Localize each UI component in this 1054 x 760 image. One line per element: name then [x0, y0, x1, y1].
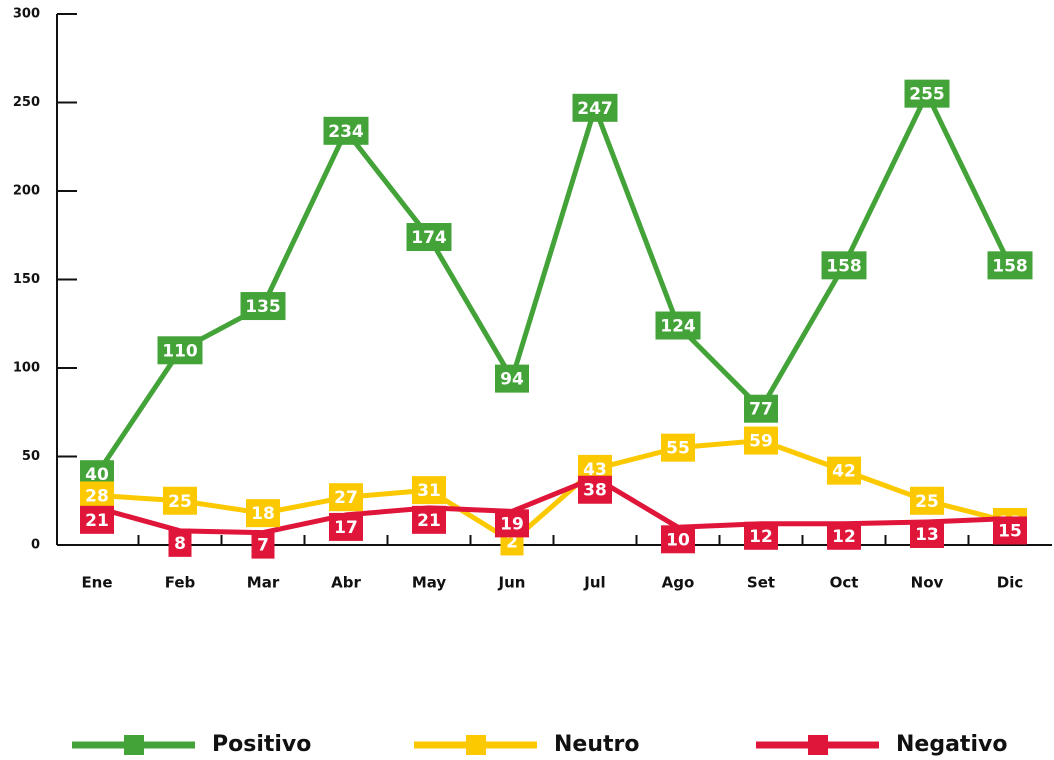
data-label-box [572, 93, 618, 122]
data-label: 25 [915, 492, 939, 512]
x-tick-label: Feb [165, 574, 196, 592]
data-label-box [910, 519, 944, 548]
data-label: 2 [506, 532, 518, 552]
y-tick-label: 0 [31, 538, 40, 553]
x-tick-label: Oct [830, 574, 859, 592]
legend-marker [808, 735, 828, 755]
x-tick-label: Mar [247, 574, 280, 592]
data-label-box [240, 292, 286, 321]
data-label: 40 [85, 465, 109, 485]
series-line [94, 91, 1013, 476]
data-label-box [80, 505, 114, 534]
data-label: 135 [245, 297, 281, 317]
data-label-box [246, 499, 280, 528]
y-tick-label: 50 [22, 449, 40, 464]
data-label-box [168, 528, 192, 557]
data-label-box [744, 394, 778, 423]
data-label: 15 [998, 521, 1022, 541]
data-label: 18 [251, 504, 275, 524]
data-label: 158 [826, 256, 862, 276]
data-label: 7 [257, 536, 269, 556]
data-label: 27 [334, 488, 358, 508]
data-label-box [329, 512, 363, 541]
x-tick-label: Set [747, 574, 775, 592]
data-label: 19 [500, 514, 524, 534]
x-tick-label: Ene [81, 574, 112, 592]
legend-marker [466, 735, 486, 755]
data-label-box [412, 476, 446, 505]
data-label: 28 [85, 486, 109, 506]
data-label: 158 [992, 256, 1028, 276]
y-tick-label: 100 [13, 361, 40, 376]
data-label-box [163, 486, 197, 515]
x-tick-label: Abr [331, 574, 361, 592]
data-label: 77 [749, 400, 773, 420]
data-label: 12 [832, 527, 856, 547]
y-tick-label: 300 [13, 7, 40, 22]
data-label: 247 [577, 99, 613, 119]
x-tick-label: Dic [997, 574, 1023, 592]
data-label: 42 [832, 462, 856, 482]
data-label-box [412, 505, 446, 534]
x-tick-label: Ago [662, 574, 695, 592]
data-label: 110 [162, 341, 198, 361]
data-label: 17 [334, 518, 358, 538]
x-tick-label: May [412, 574, 447, 592]
data-label: 59 [749, 432, 773, 452]
legend-label: Negativo [896, 732, 1007, 757]
data-label: 25 [168, 492, 192, 512]
x-tick-label: Nov [911, 574, 944, 592]
data-label-box [821, 251, 867, 280]
data-label: 94 [500, 370, 524, 390]
data-label-box [406, 223, 452, 252]
legend-label: Neutro [554, 732, 639, 757]
data-label: 43 [583, 460, 607, 480]
data-label: 12 [749, 527, 773, 547]
data-label: 10 [666, 530, 690, 550]
data-label-box [827, 521, 861, 550]
data-label-box [993, 516, 1027, 545]
data-label-box [827, 456, 861, 485]
y-tick-label: 150 [13, 272, 40, 287]
data-label: 21 [85, 511, 109, 531]
data-label: 55 [666, 439, 690, 459]
data-label-box [329, 483, 363, 512]
data-label: 31 [417, 481, 441, 501]
data-label-box [495, 364, 529, 393]
data-label: 124 [660, 317, 696, 337]
data-label-box [495, 509, 529, 538]
data-label: 13 [915, 525, 939, 545]
data-label: 21 [417, 511, 441, 531]
data-label: 174 [411, 228, 447, 248]
data-label-box [323, 116, 369, 145]
data-label-box [157, 336, 203, 365]
data-label-box [578, 475, 612, 504]
data-label-box [661, 433, 695, 462]
data-label-box [987, 251, 1033, 280]
data-label-box [904, 79, 950, 108]
data-label-box [251, 530, 275, 559]
series-line [96, 438, 1011, 544]
data-label: 234 [328, 122, 364, 142]
data-label-box [744, 426, 778, 455]
data-label-box [80, 481, 114, 510]
data-label-box [744, 521, 778, 550]
legend-marker [124, 735, 144, 755]
data-label-box [661, 525, 695, 554]
data-label: 38 [583, 481, 607, 501]
legend-label: Positivo [212, 732, 311, 757]
y-tick-label: 200 [13, 184, 40, 199]
data-label: 8 [174, 534, 186, 554]
data-label-box [910, 486, 944, 515]
y-tick-label: 250 [13, 95, 40, 110]
x-tick-label: Jun [498, 574, 526, 592]
x-tick-label: Jul [583, 574, 605, 592]
data-label: 255 [909, 85, 945, 105]
data-label-box [655, 311, 701, 340]
